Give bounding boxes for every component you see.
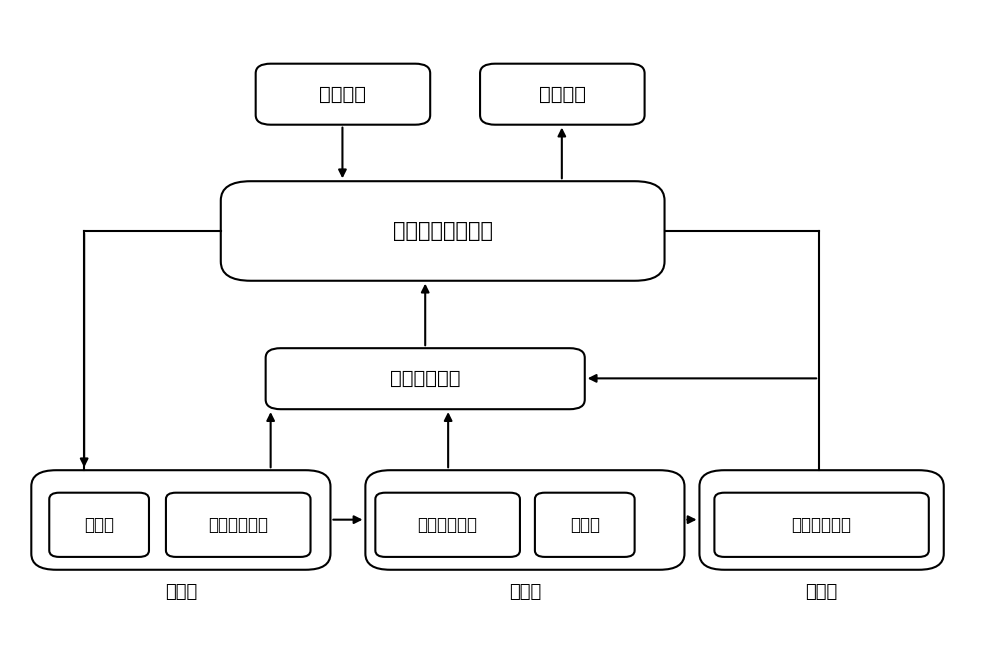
Text: 核心控制电路模块: 核心控制电路模块 <box>393 221 493 241</box>
FancyBboxPatch shape <box>266 348 585 409</box>
Text: 显示模块: 显示模块 <box>539 84 586 104</box>
FancyBboxPatch shape <box>365 470 684 570</box>
FancyBboxPatch shape <box>221 181 665 281</box>
FancyBboxPatch shape <box>699 470 944 570</box>
FancyBboxPatch shape <box>49 493 149 557</box>
FancyBboxPatch shape <box>31 470 330 570</box>
Text: 出水口: 出水口 <box>805 582 837 600</box>
FancyBboxPatch shape <box>480 64 645 124</box>
Text: 抽水泵: 抽水泵 <box>84 516 114 534</box>
Text: 第三热敏电阻: 第三热敏电阻 <box>792 516 852 534</box>
Text: 第二热敏电阻: 第二热敏电阻 <box>418 516 478 534</box>
Text: 第一热敏电阻: 第一热敏电阻 <box>208 516 268 534</box>
Text: 入水口: 入水口 <box>165 582 197 600</box>
FancyBboxPatch shape <box>375 493 520 557</box>
FancyBboxPatch shape <box>714 493 929 557</box>
Text: 加热泵: 加热泵 <box>570 516 600 534</box>
Text: 温度检测模块: 温度检测模块 <box>390 369 460 388</box>
Text: 输入模块: 输入模块 <box>319 84 366 104</box>
FancyBboxPatch shape <box>166 493 311 557</box>
FancyBboxPatch shape <box>535 493 635 557</box>
FancyBboxPatch shape <box>256 64 430 124</box>
Text: 加热罐: 加热罐 <box>509 582 541 600</box>
